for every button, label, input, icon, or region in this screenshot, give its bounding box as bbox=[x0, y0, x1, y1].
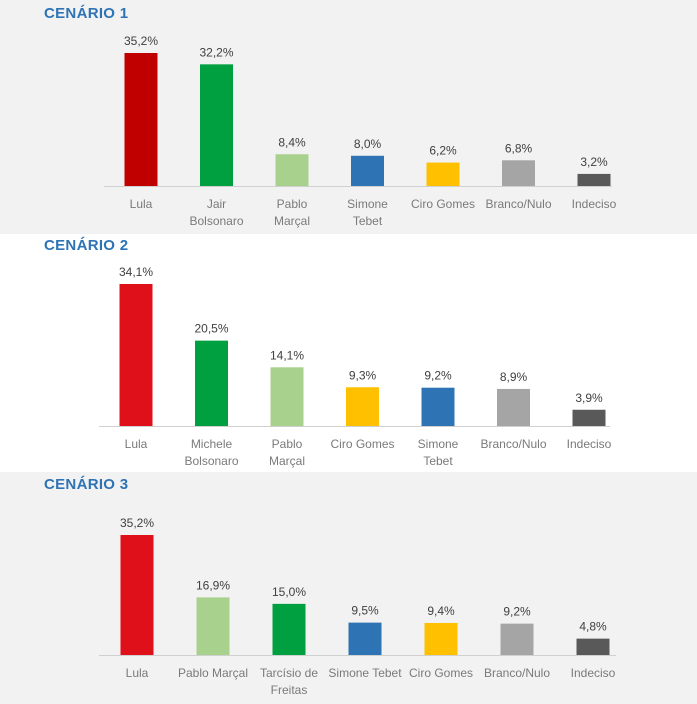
data-label: 8,0% bbox=[354, 137, 382, 151]
data-label: 35,2% bbox=[124, 34, 158, 48]
data-label: 34,1% bbox=[119, 265, 153, 279]
category-label: Branco/Nulo bbox=[480, 437, 546, 451]
bar bbox=[500, 623, 534, 655]
scenario-3-chart: 35,2% Lula 16,9% Pablo Marçal 15,0% Tarcísio … bbox=[99, 516, 616, 697]
category-label: Jair bbox=[207, 197, 226, 211]
bar bbox=[348, 622, 382, 655]
data-label: 3,9% bbox=[575, 391, 603, 405]
category-label: Indeciso bbox=[571, 666, 616, 680]
data-label: 9,2% bbox=[424, 369, 452, 383]
data-label: 8,9% bbox=[500, 370, 528, 384]
category-label: Bolsonaro bbox=[184, 454, 238, 468]
data-label: 4,8% bbox=[579, 620, 607, 634]
bar bbox=[351, 155, 384, 186]
data-label: 20,5% bbox=[194, 322, 228, 336]
category-label: Bolsonaro bbox=[189, 214, 243, 228]
category-label: Ciro Gomes bbox=[409, 666, 473, 680]
category-label: Lula bbox=[125, 437, 148, 451]
data-label: 3,2% bbox=[580, 155, 608, 169]
category-label: Branco/Nulo bbox=[485, 197, 551, 211]
bar bbox=[119, 284, 153, 426]
data-label: 16,9% bbox=[196, 578, 230, 592]
data-label: 6,8% bbox=[505, 141, 533, 155]
data-label: 6,2% bbox=[429, 144, 457, 158]
data-label: 14,1% bbox=[270, 348, 304, 362]
category-label: Tarcísio de bbox=[260, 666, 318, 680]
bar bbox=[572, 409, 606, 426]
category-label: Simone bbox=[418, 437, 459, 451]
category-label: Tebet bbox=[423, 454, 453, 468]
category-label: Tebet bbox=[353, 214, 383, 228]
category-label: Pablo bbox=[272, 437, 303, 451]
bar bbox=[272, 603, 306, 655]
data-label: 35,2% bbox=[120, 516, 154, 530]
bar bbox=[424, 622, 458, 655]
bar bbox=[124, 53, 158, 186]
scenario-3-panel: CENÁRIO 3 35,2% Lula 16,9% Pablo Marçal 15,0… bbox=[0, 472, 697, 704]
scenario-3-title: CENÁRIO 3 bbox=[44, 476, 129, 493]
bar bbox=[577, 173, 611, 186]
category-label: Pablo bbox=[277, 197, 308, 211]
scenario-2-title: CENÁRIO 2 bbox=[44, 237, 129, 254]
bar bbox=[195, 340, 228, 426]
bar bbox=[270, 367, 304, 426]
bar bbox=[120, 535, 154, 655]
bar bbox=[502, 160, 535, 186]
data-label: 8,4% bbox=[278, 135, 306, 149]
data-label: 9,5% bbox=[351, 604, 379, 618]
category-label: Pablo Marçal bbox=[178, 666, 248, 680]
scenario-2-panel: CENÁRIO 2 34,1% Lula 20,5% Michele Bolsonaro… bbox=[0, 234, 697, 472]
category-label: Michele bbox=[191, 437, 233, 451]
data-label: 9,3% bbox=[349, 368, 377, 382]
data-label: 9,2% bbox=[503, 605, 531, 619]
category-label: Marçal bbox=[269, 454, 305, 468]
category-label: Ciro Gomes bbox=[411, 197, 475, 211]
scenario-2-chart: 34,1% Lula 20,5% Michele Bolsonaro 14,1% Pablo… bbox=[99, 265, 612, 468]
scenario-1-title: CENÁRIO 1 bbox=[44, 5, 129, 22]
category-label: Indeciso bbox=[572, 197, 617, 211]
scenario-1-chart: 35,2% Lula 32,2% Jair Bolsonaro 8,4% Pablo Març… bbox=[104, 34, 617, 228]
data-label: 32,2% bbox=[199, 45, 233, 59]
category-label: Branco/Nulo bbox=[484, 666, 550, 680]
category-label: Marçal bbox=[274, 214, 310, 228]
category-label: Lula bbox=[130, 197, 153, 211]
bar bbox=[497, 388, 530, 426]
scenario-1-panel: CENÁRIO 1 35,2% Lula 32,2% Jair Bolsonaro 8,4… bbox=[0, 0, 697, 234]
bar bbox=[426, 162, 460, 186]
data-label: 9,4% bbox=[427, 604, 455, 618]
category-label: Ciro Gomes bbox=[330, 437, 394, 451]
bar bbox=[421, 387, 455, 426]
bar bbox=[576, 638, 610, 655]
data-label: 15,0% bbox=[272, 585, 306, 599]
category-label: Indeciso bbox=[567, 437, 612, 451]
bar bbox=[346, 387, 379, 426]
category-label: Lula bbox=[126, 666, 149, 680]
category-label: Simone bbox=[347, 197, 388, 211]
bar bbox=[200, 64, 233, 186]
category-label: Freitas bbox=[271, 683, 308, 697]
category-label: Simone Tebet bbox=[328, 666, 402, 680]
bar bbox=[196, 597, 230, 655]
bar bbox=[275, 154, 309, 186]
